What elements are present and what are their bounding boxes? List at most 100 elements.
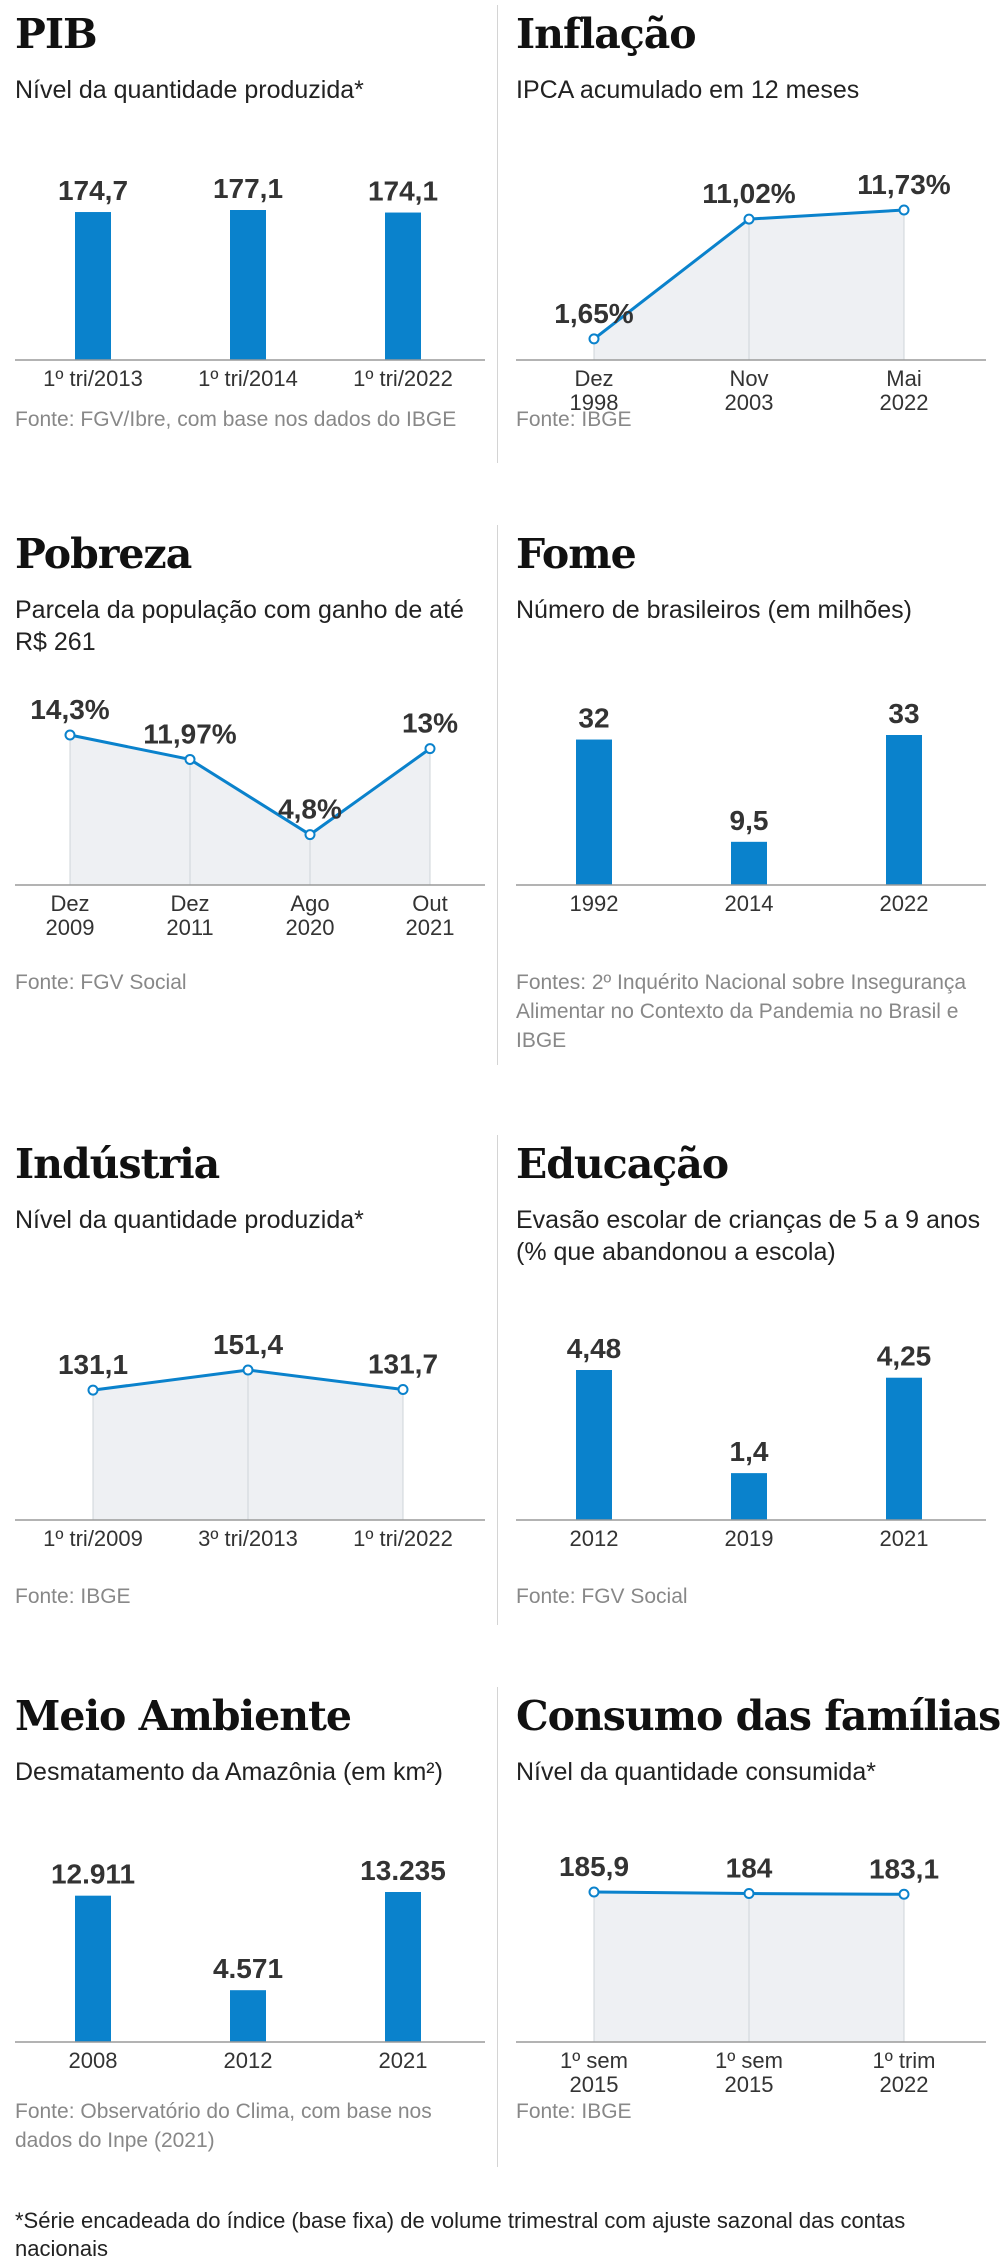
category-label: 1º tri/2013 xyxy=(43,366,143,391)
data-label: 185,9 xyxy=(559,1851,629,1882)
category-label: 2015 xyxy=(570,2072,619,2097)
chart-pobreza: 14,3% 11,97% 4,8% 13% Dez 2009 Dez 2011 Ago 2020 O… xyxy=(15,694,485,955)
data-label: 13.235 xyxy=(360,1855,446,1886)
category-label: 2022 xyxy=(880,2072,929,2097)
data-label: 174,7 xyxy=(58,175,128,206)
bar xyxy=(230,1990,266,2042)
category-label: 2014 xyxy=(725,891,774,916)
chart-industria: 131,1 151,4 131,7 1º tri/2009 3º tri/2013 1º … xyxy=(15,1329,485,1590)
category-label: 1º sem xyxy=(560,2048,628,2073)
panel-subtitle: Nível da quantidade produzida* xyxy=(15,76,364,104)
category-label: 1º tri/2014 xyxy=(198,366,298,391)
source-note: Fonte: FGV/Ibre, com base nos dados do I… xyxy=(15,408,457,431)
panel-industria: Indústria Nível da quantidade produzida*… xyxy=(15,1140,495,1620)
data-label: 131,7 xyxy=(368,1349,438,1380)
category-label: 2022 xyxy=(880,891,929,916)
data-label: 1,4 xyxy=(730,1436,769,1467)
data-point xyxy=(898,1888,910,1900)
panel-subtitle: Número de brasileiros (em milhões) xyxy=(516,596,912,624)
chart-svg: 174,7 177,1 174,1 1º tri/2013 1º tri/2014 1º … xyxy=(15,173,485,391)
data-label: 32 xyxy=(578,703,609,734)
data-label: 11,97% xyxy=(143,718,237,749)
source-note: Fonte: Observatório do Clima, com base n… xyxy=(15,2100,432,2152)
category-label: Nov xyxy=(729,366,768,391)
panel-meio-ambiente: Meio Ambiente Desmatamento da Amazônia (… xyxy=(15,1692,495,2172)
data-label: 184 xyxy=(726,1853,773,1884)
category-label: 2003 xyxy=(725,390,774,415)
data-label: 33 xyxy=(888,698,919,729)
category-label: 2008 xyxy=(69,2048,118,2073)
data-point xyxy=(898,204,910,216)
source-note: Fonte: FGV Social xyxy=(15,971,187,994)
data-label: 174,1 xyxy=(368,176,438,207)
panel-educacao: Educação Evasão escolar de crianças de 5… xyxy=(516,1140,996,1620)
chart-svg: 12.911 4.571 13.235 2008 2012 2021 xyxy=(15,1855,485,2073)
panel-fome: Fome Número de brasileiros (em milhões) … xyxy=(516,530,996,1070)
bar xyxy=(576,1370,612,1520)
source-note: Fonte: IBGE xyxy=(516,408,632,431)
bar xyxy=(886,1377,922,1520)
panel-subtitle: IPCA acumulado em 12 meses xyxy=(516,76,860,104)
panel-title: Consumo das famílias xyxy=(516,1692,1000,1740)
category-label: 1992 xyxy=(570,891,619,916)
category-label: 2020 xyxy=(286,915,335,940)
data-label: 151,4 xyxy=(213,1329,283,1360)
data-label: 14,3% xyxy=(30,694,109,725)
category-label: 2021 xyxy=(379,2048,428,2073)
data-label: 11,73% xyxy=(857,169,951,200)
category-label: Dez xyxy=(50,891,89,916)
data-label: 11,02% xyxy=(702,178,796,209)
panel-inflacao: Inflação IPCA acumulado em 12 meses 1,65… xyxy=(516,10,996,470)
chart-svg: 32 9,5 33 1992 2014 2022 xyxy=(516,698,986,916)
column-divider xyxy=(497,525,498,1065)
data-point xyxy=(397,1384,409,1396)
panel-consumo: Consumo das famílias Nível da quantidade… xyxy=(516,1692,1000,2172)
chart-meio-ambiente: 12.911 4.571 13.235 2008 2012 2021 xyxy=(15,1852,485,2112)
column-divider xyxy=(497,1135,498,1625)
chart-svg: 131,1 151,4 131,7 1º tri/2009 3º tri/2013 1º … xyxy=(15,1329,485,1551)
data-point xyxy=(184,753,196,765)
footnote: *Série encadeada do índice (base fixa) d… xyxy=(15,2208,906,2261)
data-label: 4.571 xyxy=(213,1953,283,1984)
data-label: 4,25 xyxy=(877,1341,932,1372)
category-label: 2021 xyxy=(880,1526,929,1551)
category-label: 2022 xyxy=(880,390,929,415)
panel-title: Educação xyxy=(516,1140,729,1188)
bar xyxy=(731,841,767,885)
source-note: Fontes: 2º Inquérito Nacional sobre Inse… xyxy=(516,971,967,1052)
bar xyxy=(385,212,421,360)
column-divider xyxy=(497,1687,498,2167)
data-label: 131,1 xyxy=(58,1349,128,1380)
bar xyxy=(75,212,111,360)
series-line xyxy=(69,733,431,837)
panel-subtitle: Desmatamento da Amazônia (em km²) xyxy=(15,1758,443,1786)
chart-consumo: 185,9 184 183,1 1º sem 2015 1º sem 2015 1º trim… xyxy=(516,1851,986,2112)
chart-fome: 32 9,5 33 1992 2014 2022 xyxy=(516,695,986,955)
column-divider xyxy=(497,5,498,463)
category-label: 1º trim xyxy=(872,2048,935,2073)
chart-inflacao: 1,65% 11,02% 11,73% Dez 1998 Nov 2003 Mai 2022 xyxy=(516,169,986,430)
chart-svg: 14,3%11,97%4,8%13%Dez2009Dez2011Ago2020O… xyxy=(15,694,485,940)
data-point xyxy=(424,743,436,755)
category-label: 2009 xyxy=(46,915,95,940)
panel-subtitle: Nível da quantidade produzida* xyxy=(15,1206,364,1234)
data-label: 177,1 xyxy=(213,173,283,204)
panel-title: PIB xyxy=(15,10,98,58)
category-label: 1º tri/2009 xyxy=(43,1526,143,1551)
panel-title: Pobreza xyxy=(15,530,192,578)
category-label: 2011 xyxy=(166,915,213,940)
panel-title: Indústria xyxy=(15,1140,220,1188)
data-point xyxy=(242,1364,254,1376)
category-label: 2012 xyxy=(570,1526,619,1551)
data-label: 4,48 xyxy=(567,1333,622,1364)
chart-svg: 4,48 1,4 4,25 2012 2019 2021 xyxy=(516,1333,986,1551)
data-point xyxy=(743,1888,755,1900)
panel-title: Meio Ambiente xyxy=(15,1692,352,1740)
bar xyxy=(385,1892,421,2042)
data-label: 183,1 xyxy=(869,1853,939,1884)
panel-subtitle: Parcela da população com ganho de até R$… xyxy=(15,596,464,656)
data-label: 12.911 xyxy=(51,1859,135,1890)
panel-pobreza: Pobreza Parcela da população com ganho d… xyxy=(15,530,495,1070)
category-label: Mai xyxy=(886,366,921,391)
